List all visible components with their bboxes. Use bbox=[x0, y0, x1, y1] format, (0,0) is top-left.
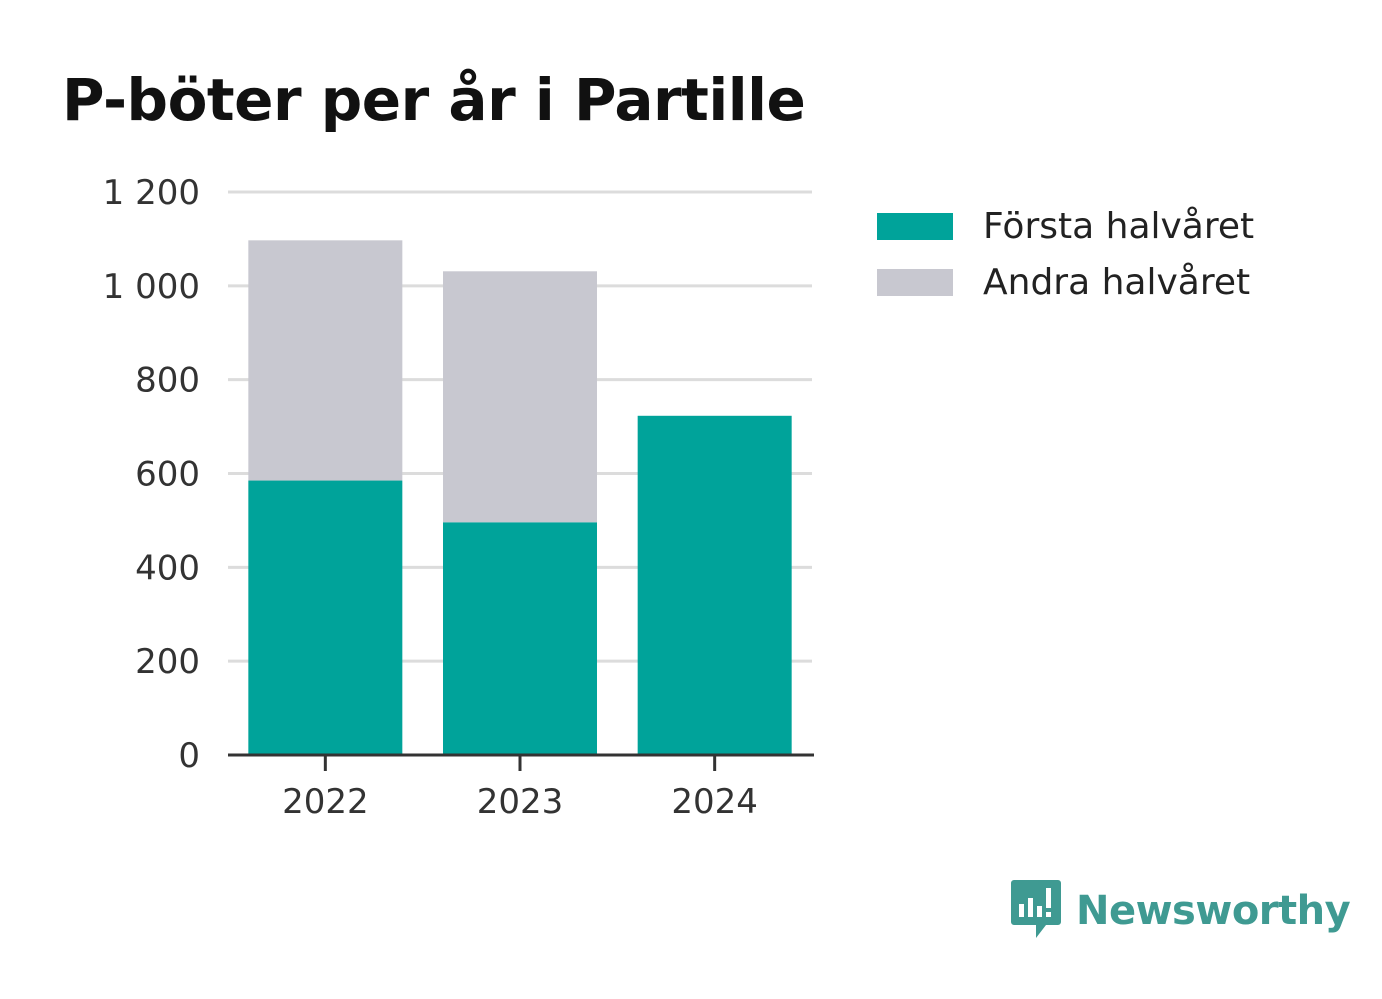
y-tick-label: 1 000 bbox=[103, 267, 200, 307]
y-tick-label: 400 bbox=[135, 548, 200, 588]
chart-title: P-böter per år i Partille bbox=[62, 66, 806, 134]
newsworthy-logo-icon bbox=[1010, 878, 1062, 944]
legend-label-first-half: Första halvåret bbox=[983, 205, 1255, 247]
legend-label-second-half: Andra halvåret bbox=[983, 261, 1251, 303]
legend-item-first-half: Första halvåret bbox=[877, 198, 1254, 254]
y-tick-label: 800 bbox=[135, 361, 200, 401]
bar-2022-second-half bbox=[248, 240, 403, 481]
legend-swatch-second-half bbox=[877, 268, 953, 296]
legend: Första halvåret Andra halvåret bbox=[877, 198, 1254, 310]
bar-2024-first-half bbox=[637, 415, 792, 755]
y-tick-label: 600 bbox=[135, 455, 200, 495]
legend-item-second-half: Andra halvåret bbox=[877, 254, 1254, 310]
legend-swatch-first-half bbox=[877, 212, 953, 240]
brand-logo: Newsworthy bbox=[1010, 878, 1351, 944]
x-tick-label: 2024 bbox=[671, 782, 758, 822]
axes: 0 200 400 600 800 1 000 1 200 2022 2023 2024 bbox=[103, 173, 814, 822]
y-tick-label: 200 bbox=[135, 642, 200, 682]
bar-2023-first-half bbox=[443, 522, 597, 755]
x-tick-label: 2023 bbox=[477, 782, 564, 822]
y-tick-label: 1 200 bbox=[103, 173, 200, 213]
bar-2023-second-half bbox=[443, 271, 597, 523]
bar-2022-first-half bbox=[248, 480, 403, 755]
brand-name: Newsworthy bbox=[1076, 888, 1351, 934]
y-tick-label: 0 bbox=[178, 736, 200, 776]
bars bbox=[248, 240, 792, 755]
x-tick-label: 2022 bbox=[282, 782, 369, 822]
